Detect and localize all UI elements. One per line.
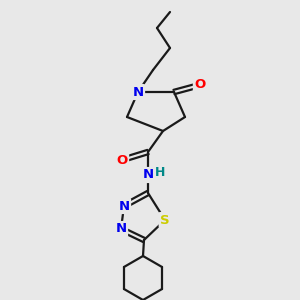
Text: H: H: [155, 167, 165, 179]
Text: O: O: [194, 79, 206, 92]
Text: N: N: [116, 223, 127, 236]
Text: N: N: [132, 85, 144, 98]
Text: S: S: [160, 214, 170, 226]
Text: N: N: [142, 169, 154, 182]
Text: O: O: [116, 154, 128, 166]
Text: N: N: [118, 200, 130, 212]
